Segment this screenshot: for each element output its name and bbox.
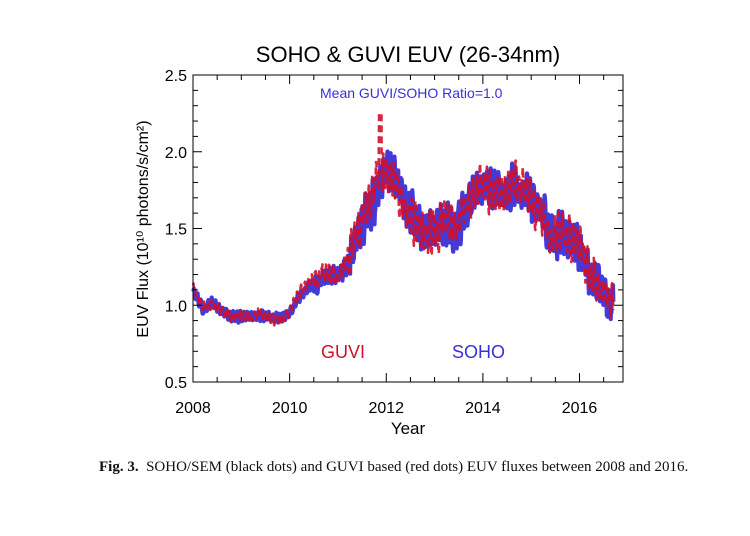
x-tick-label: 2008 [175,400,211,417]
axes-layer: 2008 2010 2012 2014 2016 0.5 1.0 1.5 2.0 2.5 [165,68,623,417]
legend-guvi-label: GUVI [321,342,365,362]
figure-caption: Fig. 3. SOHO/SEM (black dots) and GUVI b… [99,457,699,478]
chart-title: SOHO & GUVI EUV (26-34nm) [256,42,560,67]
euv-flux-chart: SOHO & GUVI EUV (26-34nm) 2008 2010 2012 20… [135,42,624,438]
x-tick-label: 2014 [465,400,501,417]
y-tick-label: 2.0 [165,145,187,162]
y-tick-label: 1.0 [165,298,187,315]
soho-series-line [191,149,616,325]
caption-label: Fig. 3. [99,459,139,475]
caption-text: SOHO/SEM (black dots) and GUVI based (re… [146,459,689,475]
series-layer [191,112,616,327]
guvi-series-line [191,112,615,327]
x-axis-label: Year [391,419,426,438]
y-tick-label: 2.5 [165,68,187,85]
x-tick-label: 2016 [562,400,598,417]
x-tick-label: 2012 [368,400,404,417]
y-tick-label: 0.5 [165,375,187,392]
y-tick-label: 1.5 [165,222,187,239]
y-axis-label: EUV Flux (10¹⁰ photons/s/cm²) [135,120,152,337]
legend-soho-label: SOHO [452,342,505,362]
ratio-annotation: Mean GUVI/SOHO Ratio=1.0 [320,85,503,101]
x-tick-label: 2010 [272,400,308,417]
